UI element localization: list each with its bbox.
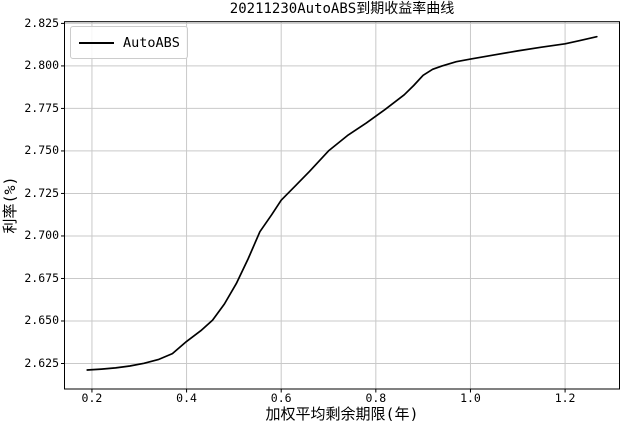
x-tick-label: 1.0 [460,391,481,405]
y-tick-label: 2.800 [24,58,59,73]
y-tick-label: 2.625 [24,355,59,370]
y-tick-label: 2.775 [24,100,59,115]
y-tick-label: 2.650 [24,313,59,328]
x-tick-label: 0.4 [176,391,197,405]
x-tick-label: 0.2 [81,391,103,405]
legend-label: AutoABS [123,34,180,51]
y-tick-label: 2.750 [24,143,59,158]
x-tick-label: 0.8 [365,391,387,405]
legend-line-icon [79,41,114,44]
y-tick-label: 2.675 [24,270,59,285]
y-tick-label: 2.700 [24,228,59,243]
chart-title: 20211230AutoABS到期收益率曲线 [229,1,455,17]
legend: AutoABS [70,26,188,59]
x-tick-label: 1.2 [554,391,576,405]
plot-border [64,21,620,390]
autoabs-line [86,35,598,371]
y-tick-label: 2.825 [24,15,59,30]
x-tick-label: 0.6 [270,391,292,405]
x-axis-label: 加权平均剩余期限(年) [265,405,419,423]
y-tick-label: 2.725 [24,185,59,200]
